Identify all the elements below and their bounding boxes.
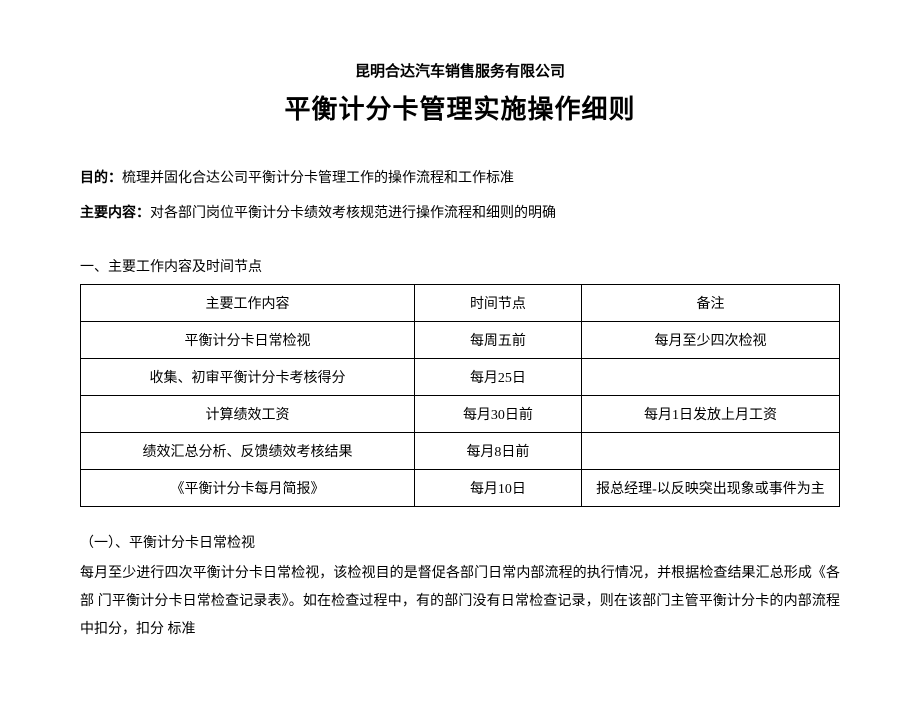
table-cell: 每周五前 [414,322,581,359]
table-cell [581,433,839,470]
table-row: 《平衡计分卡每月简报》 每月10日 报总经理-以反映突出现象或事件为主 [81,470,840,507]
table-cell: 报总经理-以反映突出现象或事件为主 [581,470,839,507]
col-header-note: 备注 [581,285,839,322]
table-row: 绩效汇总分析、反馈绩效考核结果 每月8日前 [81,433,840,470]
table-cell [581,359,839,396]
table-cell: 每月25日 [414,359,581,396]
section-1-header: 一、主要工作内容及时间节点 [80,256,840,276]
table-row: 收集、初审平衡计分卡考核得分 每月25日 [81,359,840,396]
subsection-1-body: 每月至少进行四次平衡计分卡日常检视，该检视目的是督促各部门日常内部流程的执行情况… [80,560,840,644]
document-title: 平衡计分卡管理实施操作细则 [80,89,840,126]
table-cell: 平衡计分卡日常检视 [81,322,415,359]
table-row: 计算绩效工资 每月30日前 每月1日发放上月工资 [81,396,840,433]
col-header-time: 时间节点 [414,285,581,322]
content-label: 主要内容： [80,206,150,221]
col-header-content: 主要工作内容 [81,285,415,322]
table-cell: 收集、初审平衡计分卡考核得分 [81,359,415,396]
content-line: 主要内容：对各部门岗位平衡计分卡绩效考核规范进行操作流程和细则的明确 [80,201,840,226]
table-cell: 计算绩效工资 [81,396,415,433]
table-cell: 每月1日发放上月工资 [581,396,839,433]
table-cell: 每月至少四次检视 [581,322,839,359]
purpose-label: 目的： [80,171,122,186]
table-cell: 每月10日 [414,470,581,507]
content-text: 对各部门岗位平衡计分卡绩效考核规范进行操作流程和细则的明确 [150,206,556,221]
subsection-1-title: （一）、平衡计分卡日常检视 [80,532,840,552]
table-cell: 每月8日前 [414,433,581,470]
purpose-line: 目的：梳理并固化合达公司平衡计分卡管理工作的操作流程和工作标准 [80,166,840,191]
table-cell: 每月30日前 [414,396,581,433]
table-cell: 绩效汇总分析、反馈绩效考核结果 [81,433,415,470]
table-row: 平衡计分卡日常检视 每周五前 每月至少四次检视 [81,322,840,359]
purpose-text: 梳理并固化合达公司平衡计分卡管理工作的操作流程和工作标准 [122,171,514,186]
table-header-row: 主要工作内容 时间节点 备注 [81,285,840,322]
table-cell: 《平衡计分卡每月简报》 [81,470,415,507]
work-schedule-table: 主要工作内容 时间节点 备注 平衡计分卡日常检视 每周五前 每月至少四次检视 收… [80,284,840,507]
company-name: 昆明合达汽车销售服务有限公司 [80,60,840,81]
